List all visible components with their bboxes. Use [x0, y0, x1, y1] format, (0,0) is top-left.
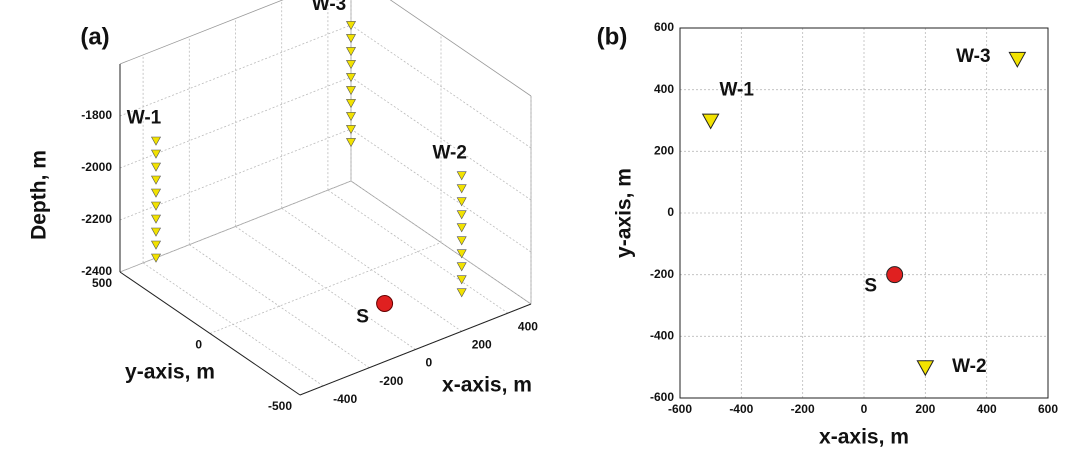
receiver-marker: [456, 197, 467, 207]
z-tick-label: -1800: [81, 108, 112, 122]
x-tick-label: 200: [472, 337, 492, 351]
x-axis-line: [299, 303, 532, 396]
receiver-marker: [345, 60, 357, 70]
x-axis-label: x-axis, m: [819, 426, 909, 449]
series-label: W-2: [952, 356, 986, 377]
receiver-marker: [345, 112, 357, 122]
receiver-marker: [456, 210, 467, 220]
receiver-marker: [150, 175, 162, 185]
receiver-marker: [345, 47, 357, 57]
receiver-marker: [150, 201, 162, 211]
panel-label: (b): [597, 23, 628, 50]
receiver-marker: [456, 236, 467, 246]
panel-label: (a): [80, 23, 109, 50]
y-tick-label: 0: [195, 338, 202, 352]
grid-line: [350, 128, 532, 253]
y-tick-label: 500: [92, 276, 112, 290]
receiver-marker: [150, 149, 162, 159]
series-label: W-3: [312, 0, 346, 15]
box-edge: [119, 0, 284, 65]
grid-line: [350, 24, 532, 149]
receiver-marker: [916, 360, 935, 377]
receiver-marker: [150, 188, 162, 198]
receiver-marker: [345, 21, 357, 31]
grid-line: [189, 244, 370, 369]
receiver-marker: [701, 113, 720, 130]
x-tick-label: -600: [668, 402, 692, 416]
series-label: S: [356, 307, 369, 328]
grid-line: [119, 24, 352, 117]
receiver-marker: [150, 162, 162, 172]
z-tick-label: -2000: [81, 160, 112, 174]
x-tick-label: 600: [1038, 402, 1058, 416]
z-tick-label: -2200: [81, 212, 112, 226]
y-tick-label: -200: [650, 267, 674, 281]
series-label: W-1: [127, 108, 162, 129]
source-marker: [886, 266, 904, 284]
receiver-marker: [456, 288, 467, 298]
receiver-marker: [345, 73, 357, 83]
y-tick-label: 600: [654, 20, 674, 34]
x-tick-label: 400: [977, 402, 997, 416]
receiver-marker: [150, 253, 162, 263]
y-axis-label: y-axis, m: [613, 168, 636, 258]
receiver-marker: [150, 227, 162, 237]
x-tick-label: -200: [379, 374, 403, 388]
receiver-marker: [345, 125, 357, 135]
y-tick-label: -600: [650, 390, 674, 404]
receiver-marker: [345, 138, 357, 148]
receiver-marker: [456, 171, 467, 181]
series-label: S: [864, 276, 877, 297]
series-label: W-3: [956, 46, 990, 67]
receiver-marker: [345, 86, 357, 96]
receiver-marker: [1008, 51, 1027, 68]
y-tick-label: 200: [654, 144, 674, 158]
z-axis-label: Depth, m: [28, 150, 51, 240]
y-tick-label: 0: [667, 205, 674, 219]
y-tick-label: -500: [268, 399, 292, 413]
x-tick-label: 0: [426, 356, 433, 370]
grid-line: [209, 242, 442, 334]
x-axis-label: x-axis, m: [442, 374, 532, 397]
x-tick-label: -400: [729, 402, 753, 416]
receiver-marker: [345, 34, 357, 44]
x-tick-label: 200: [915, 402, 935, 416]
series-label: W-2: [432, 142, 466, 163]
receiver-marker: [345, 99, 357, 109]
receiver-marker: [456, 184, 467, 194]
series-label: W-1: [719, 80, 754, 101]
grid-line: [350, 76, 532, 201]
y-axis-label: y-axis, m: [125, 361, 215, 384]
receiver-marker: [150, 240, 162, 250]
receiver-marker: [456, 223, 467, 233]
receiver-marker: [456, 275, 467, 285]
x-tick-label: -200: [791, 402, 815, 416]
plot-frame: [679, 27, 1049, 399]
y-tick-label: -400: [650, 329, 674, 343]
x-tick-label: 400: [518, 319, 538, 333]
receiver-marker: [456, 249, 467, 259]
receiver-marker: [150, 136, 162, 146]
grid-line: [327, 189, 509, 314]
receiver-marker: [456, 262, 467, 272]
x-tick-label: 0: [861, 402, 868, 416]
source-marker: [376, 295, 394, 312]
z-tick-label: -2400: [81, 264, 112, 278]
grid-line: [350, 180, 532, 305]
receiver-marker: [150, 214, 162, 224]
y-axis-line: [119, 271, 301, 396]
x-tick-label: -400: [333, 392, 357, 406]
y-tick-label: 400: [654, 82, 674, 96]
box-edge: [389, 0, 532, 97]
